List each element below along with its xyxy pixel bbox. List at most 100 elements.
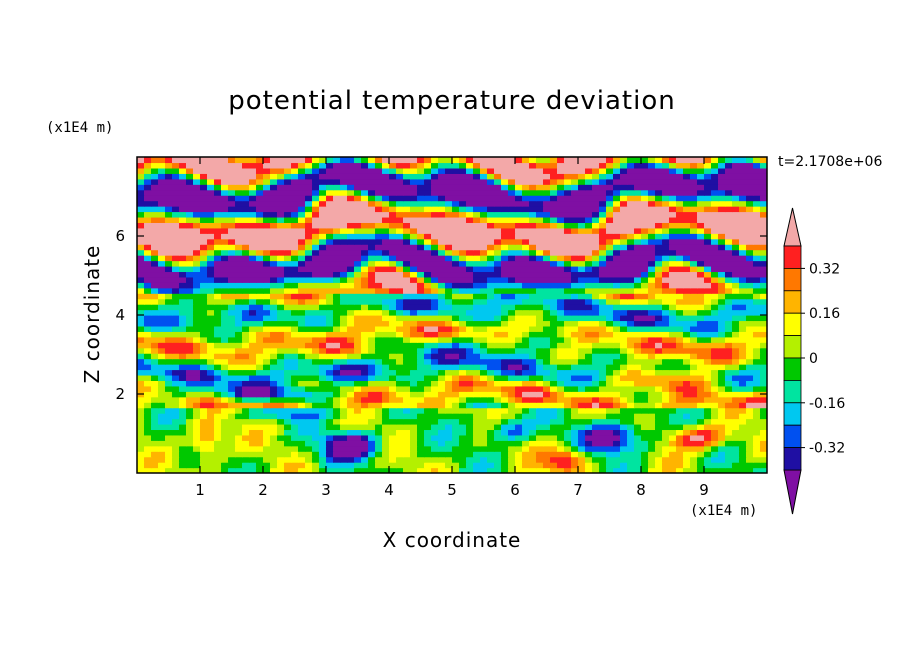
- field-cell: [298, 402, 306, 409]
- field-cell: [263, 200, 271, 207]
- field-cell: [522, 282, 530, 289]
- field-cell: [312, 293, 320, 300]
- field-cell: [690, 423, 698, 431]
- field-cell: [494, 189, 502, 196]
- field-cell: [543, 429, 551, 436]
- field-cell: [256, 385, 264, 392]
- field-cell: [536, 195, 544, 202]
- field-cell: [627, 276, 635, 283]
- field-cell: [466, 402, 474, 409]
- field-cell: [508, 456, 516, 463]
- field-cell: [431, 222, 439, 229]
- field-cell: [613, 265, 621, 273]
- field-cell: [711, 331, 719, 338]
- field-cell: [662, 189, 670, 196]
- field-cell: [389, 418, 397, 425]
- field-cell: [515, 396, 523, 403]
- field-cell: [529, 434, 537, 441]
- field-cell: [718, 413, 726, 420]
- field-cell: [676, 407, 684, 414]
- field-cell: [480, 276, 488, 283]
- field-cell: [641, 353, 649, 360]
- field-cell: [543, 271, 551, 278]
- field-cell: [753, 195, 761, 202]
- field-cell: [725, 429, 733, 436]
- field-cell: [312, 385, 320, 392]
- field-cell: [354, 233, 362, 240]
- field-cell: [424, 304, 432, 311]
- field-cell: [158, 178, 166, 185]
- field-cell: [508, 298, 516, 305]
- field-cell: [179, 222, 187, 229]
- field-cell: [641, 233, 649, 240]
- field-cell: [144, 271, 152, 278]
- field-cell: [326, 347, 334, 354]
- field-cell: [662, 331, 670, 338]
- field-cell: [207, 391, 215, 398]
- field-cell: [214, 440, 222, 447]
- field-cell: [599, 276, 607, 283]
- field-cell: [375, 255, 383, 262]
- field-cell: [599, 260, 607, 267]
- field-cell: [634, 206, 642, 213]
- field-cell: [354, 364, 362, 371]
- field-cell: [200, 325, 208, 332]
- field-cell: [172, 380, 180, 387]
- field-cell: [347, 467, 355, 473]
- field-cell: [522, 380, 530, 387]
- field-cell: [613, 364, 621, 371]
- field-cell: [214, 374, 222, 381]
- field-cell: [641, 391, 649, 398]
- field-cell: [305, 271, 313, 278]
- field-cell: [571, 315, 579, 322]
- field-cell: [326, 260, 334, 267]
- field-cell: [193, 467, 201, 473]
- field-cell: [648, 222, 656, 229]
- field-cell: [732, 385, 740, 392]
- field-cell: [704, 293, 712, 300]
- field-cell: [599, 325, 607, 332]
- field-cell: [424, 206, 432, 213]
- field-cell: [690, 249, 698, 256]
- field-cell: [459, 440, 467, 447]
- field-cell: [368, 216, 376, 223]
- field-cell: [291, 211, 299, 218]
- field-cell: [361, 429, 369, 436]
- field-cell: [725, 342, 733, 349]
- field-cell: [648, 211, 656, 218]
- field-cell: [144, 293, 152, 300]
- field-cell: [249, 216, 257, 223]
- field-cell: [508, 407, 516, 414]
- field-cell: [508, 238, 516, 245]
- field-cell: [312, 282, 320, 289]
- field-cell: [473, 244, 481, 251]
- field-cell: [179, 282, 187, 289]
- field-cell: [550, 282, 558, 289]
- field-cell: [648, 260, 656, 267]
- field-cell: [277, 364, 285, 371]
- field-cell: [571, 445, 579, 452]
- field-cell: [403, 429, 411, 436]
- field-cell: [228, 287, 236, 294]
- field-cell: [445, 320, 453, 327]
- field-cell: [326, 238, 334, 245]
- field-cell: [648, 200, 656, 207]
- field-cell: [459, 320, 467, 327]
- field-cell: [438, 216, 446, 223]
- field-cell: [340, 287, 348, 294]
- field-cell: [389, 364, 397, 371]
- field-cell: [655, 440, 663, 447]
- field-cell: [417, 456, 425, 463]
- field-cell: [599, 391, 607, 398]
- field-cell: [536, 222, 544, 229]
- field-cell: [634, 413, 642, 420]
- field-cell: [305, 418, 313, 425]
- field-cell: [676, 462, 684, 469]
- field-cell: [375, 391, 383, 398]
- field-cell: [382, 374, 390, 381]
- field-cell: [669, 265, 677, 273]
- field-cell: [613, 189, 621, 196]
- field-cell: [711, 304, 719, 311]
- field-cell: [641, 423, 649, 431]
- field-cell: [186, 380, 194, 387]
